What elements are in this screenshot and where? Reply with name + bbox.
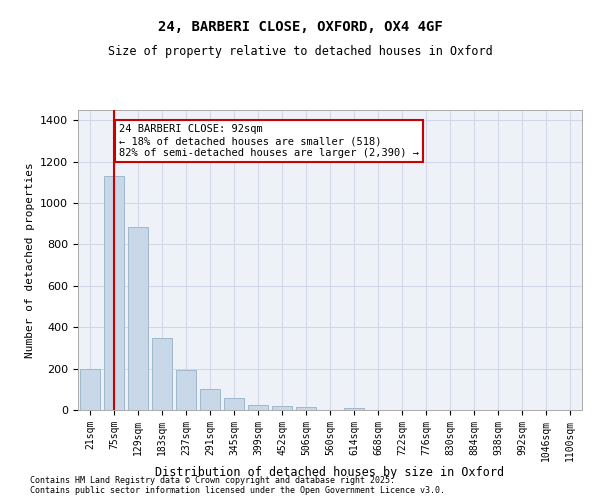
Bar (344, 408, 364, 410)
Bar (272, 406, 292, 410)
Bar (152, 338, 172, 410)
Text: Size of property relative to detached houses in Oxford: Size of property relative to detached ho… (107, 45, 493, 58)
Bar (248, 405, 268, 410)
Bar (80, 369, 100, 410)
Bar (296, 407, 316, 410)
Bar (104, 176, 124, 410)
Bar (128, 227, 148, 410)
Text: 24, BARBERI CLOSE, OXFORD, OX4 4GF: 24, BARBERI CLOSE, OXFORD, OX4 4GF (158, 20, 442, 34)
Bar (200, 390, 220, 410)
Y-axis label: Number of detached properties: Number of detached properties (25, 162, 35, 358)
Text: Contains HM Land Registry data © Crown copyright and database right 2025.
Contai: Contains HM Land Registry data © Crown c… (30, 476, 445, 495)
Bar (224, 398, 244, 410)
Bar (176, 370, 196, 410)
X-axis label: Distribution of detached houses by size in Oxford: Distribution of detached houses by size … (155, 466, 505, 479)
Text: 24 BARBERI CLOSE: 92sqm
← 18% of detached houses are smaller (518)
82% of semi-d: 24 BARBERI CLOSE: 92sqm ← 18% of detache… (119, 124, 419, 158)
